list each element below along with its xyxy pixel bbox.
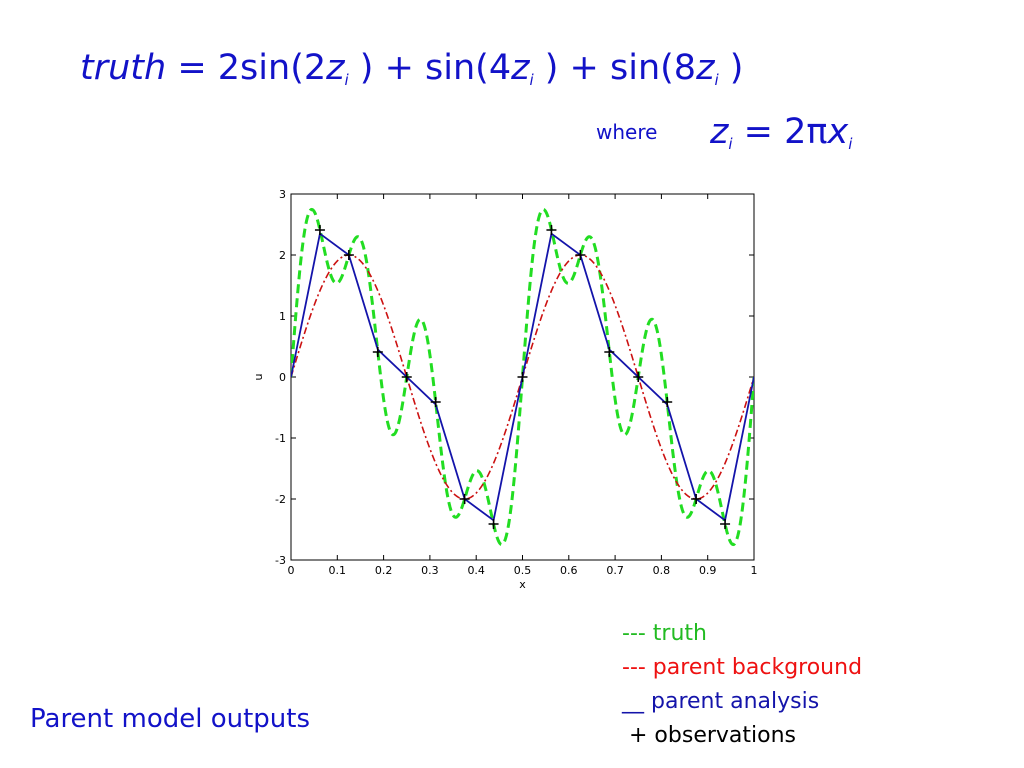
observation-point	[343, 250, 354, 260]
observation-point	[662, 397, 673, 408]
observation-point	[546, 224, 557, 235]
y-tick-label: 0	[279, 371, 286, 384]
legend-observations: + observations	[622, 719, 862, 753]
observation-point	[633, 372, 644, 382]
where-label: where	[596, 120, 658, 144]
where-x-sub: i	[848, 135, 853, 153]
legend-truth: --- truth	[622, 621, 707, 646]
line-chart: 0 0.1 0.2 0.3 0.4 0.5 0.6 0.7 0.8 0.9 1 -3 -2 -1 0 1 2 3 x…	[250, 182, 770, 602]
slide-footer: Parent model outputs	[30, 704, 311, 734]
observation-point	[459, 494, 470, 504]
x-tick-label: 1	[751, 564, 758, 577]
y-tick-label: -1	[275, 432, 286, 445]
y-tick-label: -3	[275, 554, 286, 567]
where-z: z	[710, 112, 729, 152]
y-tick-label: 1	[279, 310, 286, 323]
x-tick-label: 0.9	[699, 564, 717, 577]
observation-point	[372, 346, 383, 357]
observation-point	[691, 494, 702, 504]
x-tick-label: 0	[288, 564, 295, 577]
x-tick-label: 0.3	[421, 564, 439, 577]
observation-point	[720, 519, 731, 530]
legend-observations-label: + observations	[629, 723, 796, 748]
legend-analysis: __ parent analysis	[622, 689, 820, 714]
formula-sub-2: i	[529, 71, 534, 89]
y-tick-label: -2	[275, 493, 286, 506]
observation-point	[575, 250, 586, 260]
formula-part-3: ) + sin(8	[533, 48, 697, 88]
where-eq: = 2π	[732, 112, 828, 152]
observation-point	[430, 397, 441, 408]
x-tick-label: 0.1	[329, 564, 347, 577]
plot-background	[250, 182, 770, 602]
observation-point	[401, 372, 412, 382]
where-x: x	[827, 112, 849, 152]
y-axis-label: u	[252, 374, 265, 381]
formula-part-2: ) + sin(4	[348, 48, 512, 88]
formula-part-1: = 2sin(2	[166, 48, 327, 88]
x-tick-label: 0.2	[375, 564, 393, 577]
where-formula: zi = 2πxi	[710, 112, 852, 153]
observation-point	[314, 224, 325, 235]
observation-point	[488, 519, 499, 530]
formula-z1: z	[326, 48, 345, 88]
formula-part-4: )	[718, 48, 744, 88]
formula-sub-3: i	[714, 71, 719, 89]
legend-background: --- parent background	[622, 655, 863, 680]
x-tick-label: 0.4	[467, 564, 485, 577]
formula-z2: z	[511, 48, 530, 88]
y-tick-label: 2	[279, 249, 286, 262]
x-tick-label: 0.5	[514, 564, 532, 577]
formula-lhs: truth	[80, 48, 167, 88]
formula-z3: z	[696, 48, 715, 88]
observation-point	[604, 346, 615, 357]
where-z-sub: i	[728, 135, 733, 153]
x-axis-label: x	[519, 578, 526, 591]
x-tick-label: 0.8	[653, 564, 671, 577]
truth-formula: truth = 2sin(2zi ) + sin(4zi ) + sin(8zi…	[80, 48, 743, 89]
formula-sub-1: i	[344, 71, 349, 89]
x-tick-label: 0.6	[560, 564, 578, 577]
legend: --- truth --- parent background __ paren…	[622, 617, 862, 753]
observation-point	[517, 372, 528, 382]
x-tick-label: 0.7	[606, 564, 624, 577]
y-tick-label: 3	[279, 188, 286, 201]
